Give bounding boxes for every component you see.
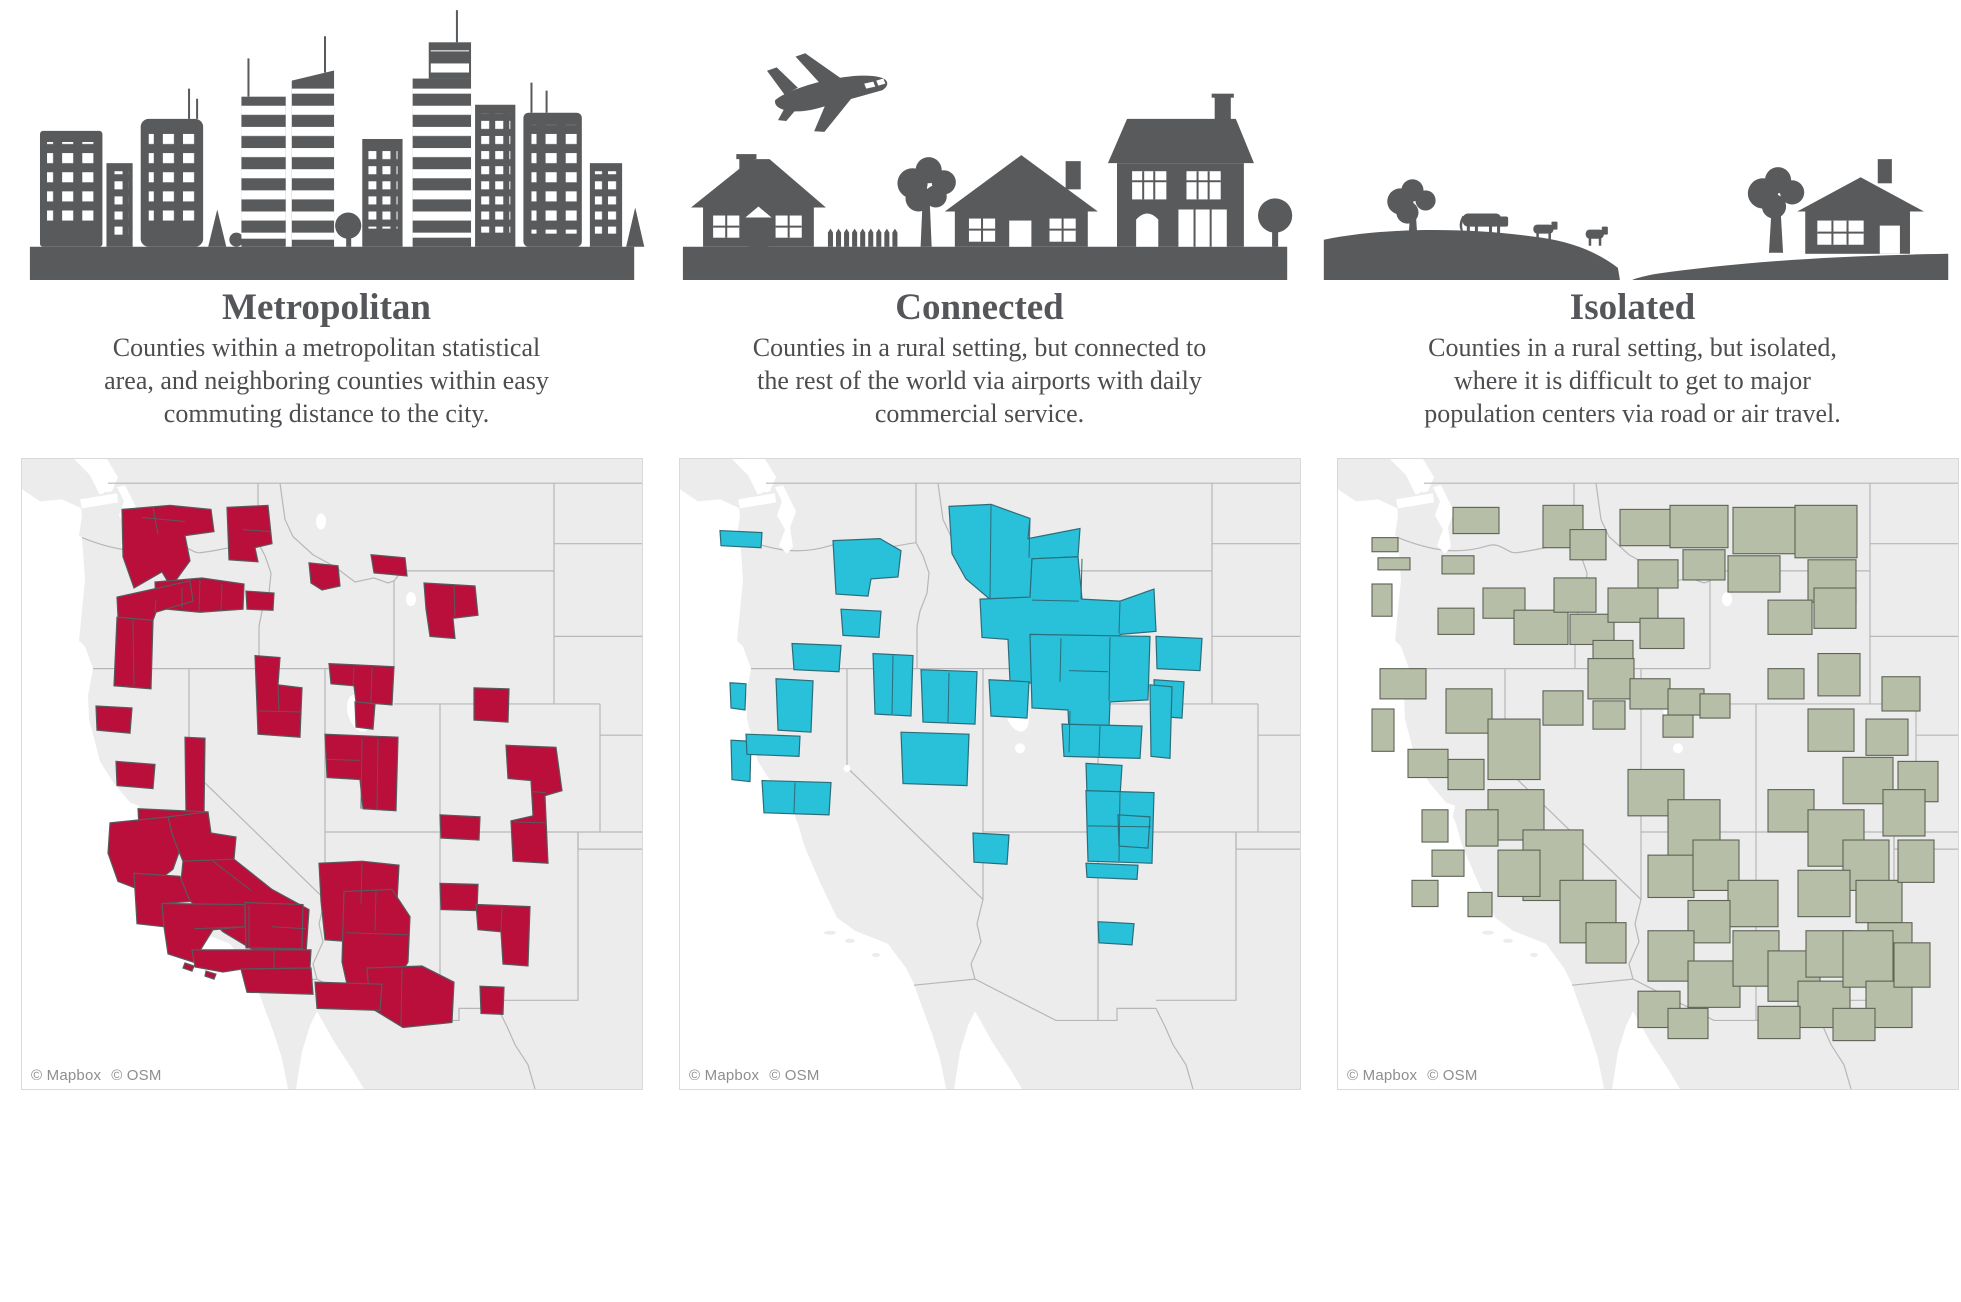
field <box>1632 253 1949 280</box>
house <box>690 154 826 247</box>
picket-fence <box>827 228 898 247</box>
city-skyline-illustration <box>0 0 653 282</box>
mapbox-attribution-link[interactable]: © Mapbox <box>689 1067 760 1085</box>
tree-icon <box>208 209 227 247</box>
mapbox-attribution-link[interactable]: © Mapbox <box>31 1067 102 1085</box>
countryside-illustration <box>1306 0 1959 282</box>
osm-attribution-link[interactable]: © OSM <box>111 1067 162 1085</box>
map-attribution: © Mapbox © OSM <box>31 1067 172 1084</box>
airplane-icon <box>767 53 888 132</box>
map-attribution: © Mapbox © OSM <box>1347 1067 1488 1084</box>
antenna-icon <box>188 10 548 119</box>
ground-bar <box>682 246 1288 280</box>
bush-icon <box>229 232 244 247</box>
panel-title: Isolated <box>1569 287 1696 328</box>
mapbox-attribution-link[interactable]: © Mapbox <box>1347 1067 1418 1085</box>
map-isolated[interactable]: © Mapbox © OSM <box>1337 458 1959 1091</box>
panel-isolated: Isolated Counties in a rural setting, bu… <box>1306 0 1959 1091</box>
tree-icon <box>897 157 956 247</box>
connected-counties <box>719 504 1203 946</box>
hill <box>1323 230 1620 280</box>
map-attribution: © Mapbox © OSM <box>689 1067 830 1084</box>
panel-description: Counties within a metropolitan statistic… <box>104 332 549 429</box>
cow-icon <box>1459 213 1509 239</box>
map-metropolitan[interactable]: © Mapbox © OSM <box>21 458 643 1091</box>
panel-title: Connected <box>895 287 1064 328</box>
infographic: Metropolitan Counties within a metropoli… <box>0 0 1959 1091</box>
tree-icon <box>335 212 362 239</box>
calf-icon <box>1533 221 1558 241</box>
calf-icon <box>1585 226 1608 246</box>
panel-description: Counties in a rural setting, but connect… <box>752 332 1207 429</box>
tree-icon <box>1387 179 1436 239</box>
panel-description: Counties in a rural setting, but isolate… <box>1424 332 1841 429</box>
panel-title: Metropolitan <box>222 287 431 328</box>
ground-bar <box>29 246 635 280</box>
tree-icon <box>1747 167 1805 253</box>
map-connected[interactable]: © Mapbox © OSM <box>679 458 1301 1091</box>
panel-connected: Connected Counties in a rural setting, b… <box>653 0 1306 1091</box>
panel-metropolitan: Metropolitan Counties within a metropoli… <box>0 0 653 1091</box>
houses-airplane-illustration <box>653 0 1306 282</box>
tree-icon <box>626 207 645 247</box>
isolated-counties <box>1371 505 1939 1042</box>
tree-icon <box>1257 198 1293 233</box>
osm-attribution-link[interactable]: © OSM <box>769 1067 820 1085</box>
osm-attribution-link[interactable]: © OSM <box>1427 1067 1478 1085</box>
